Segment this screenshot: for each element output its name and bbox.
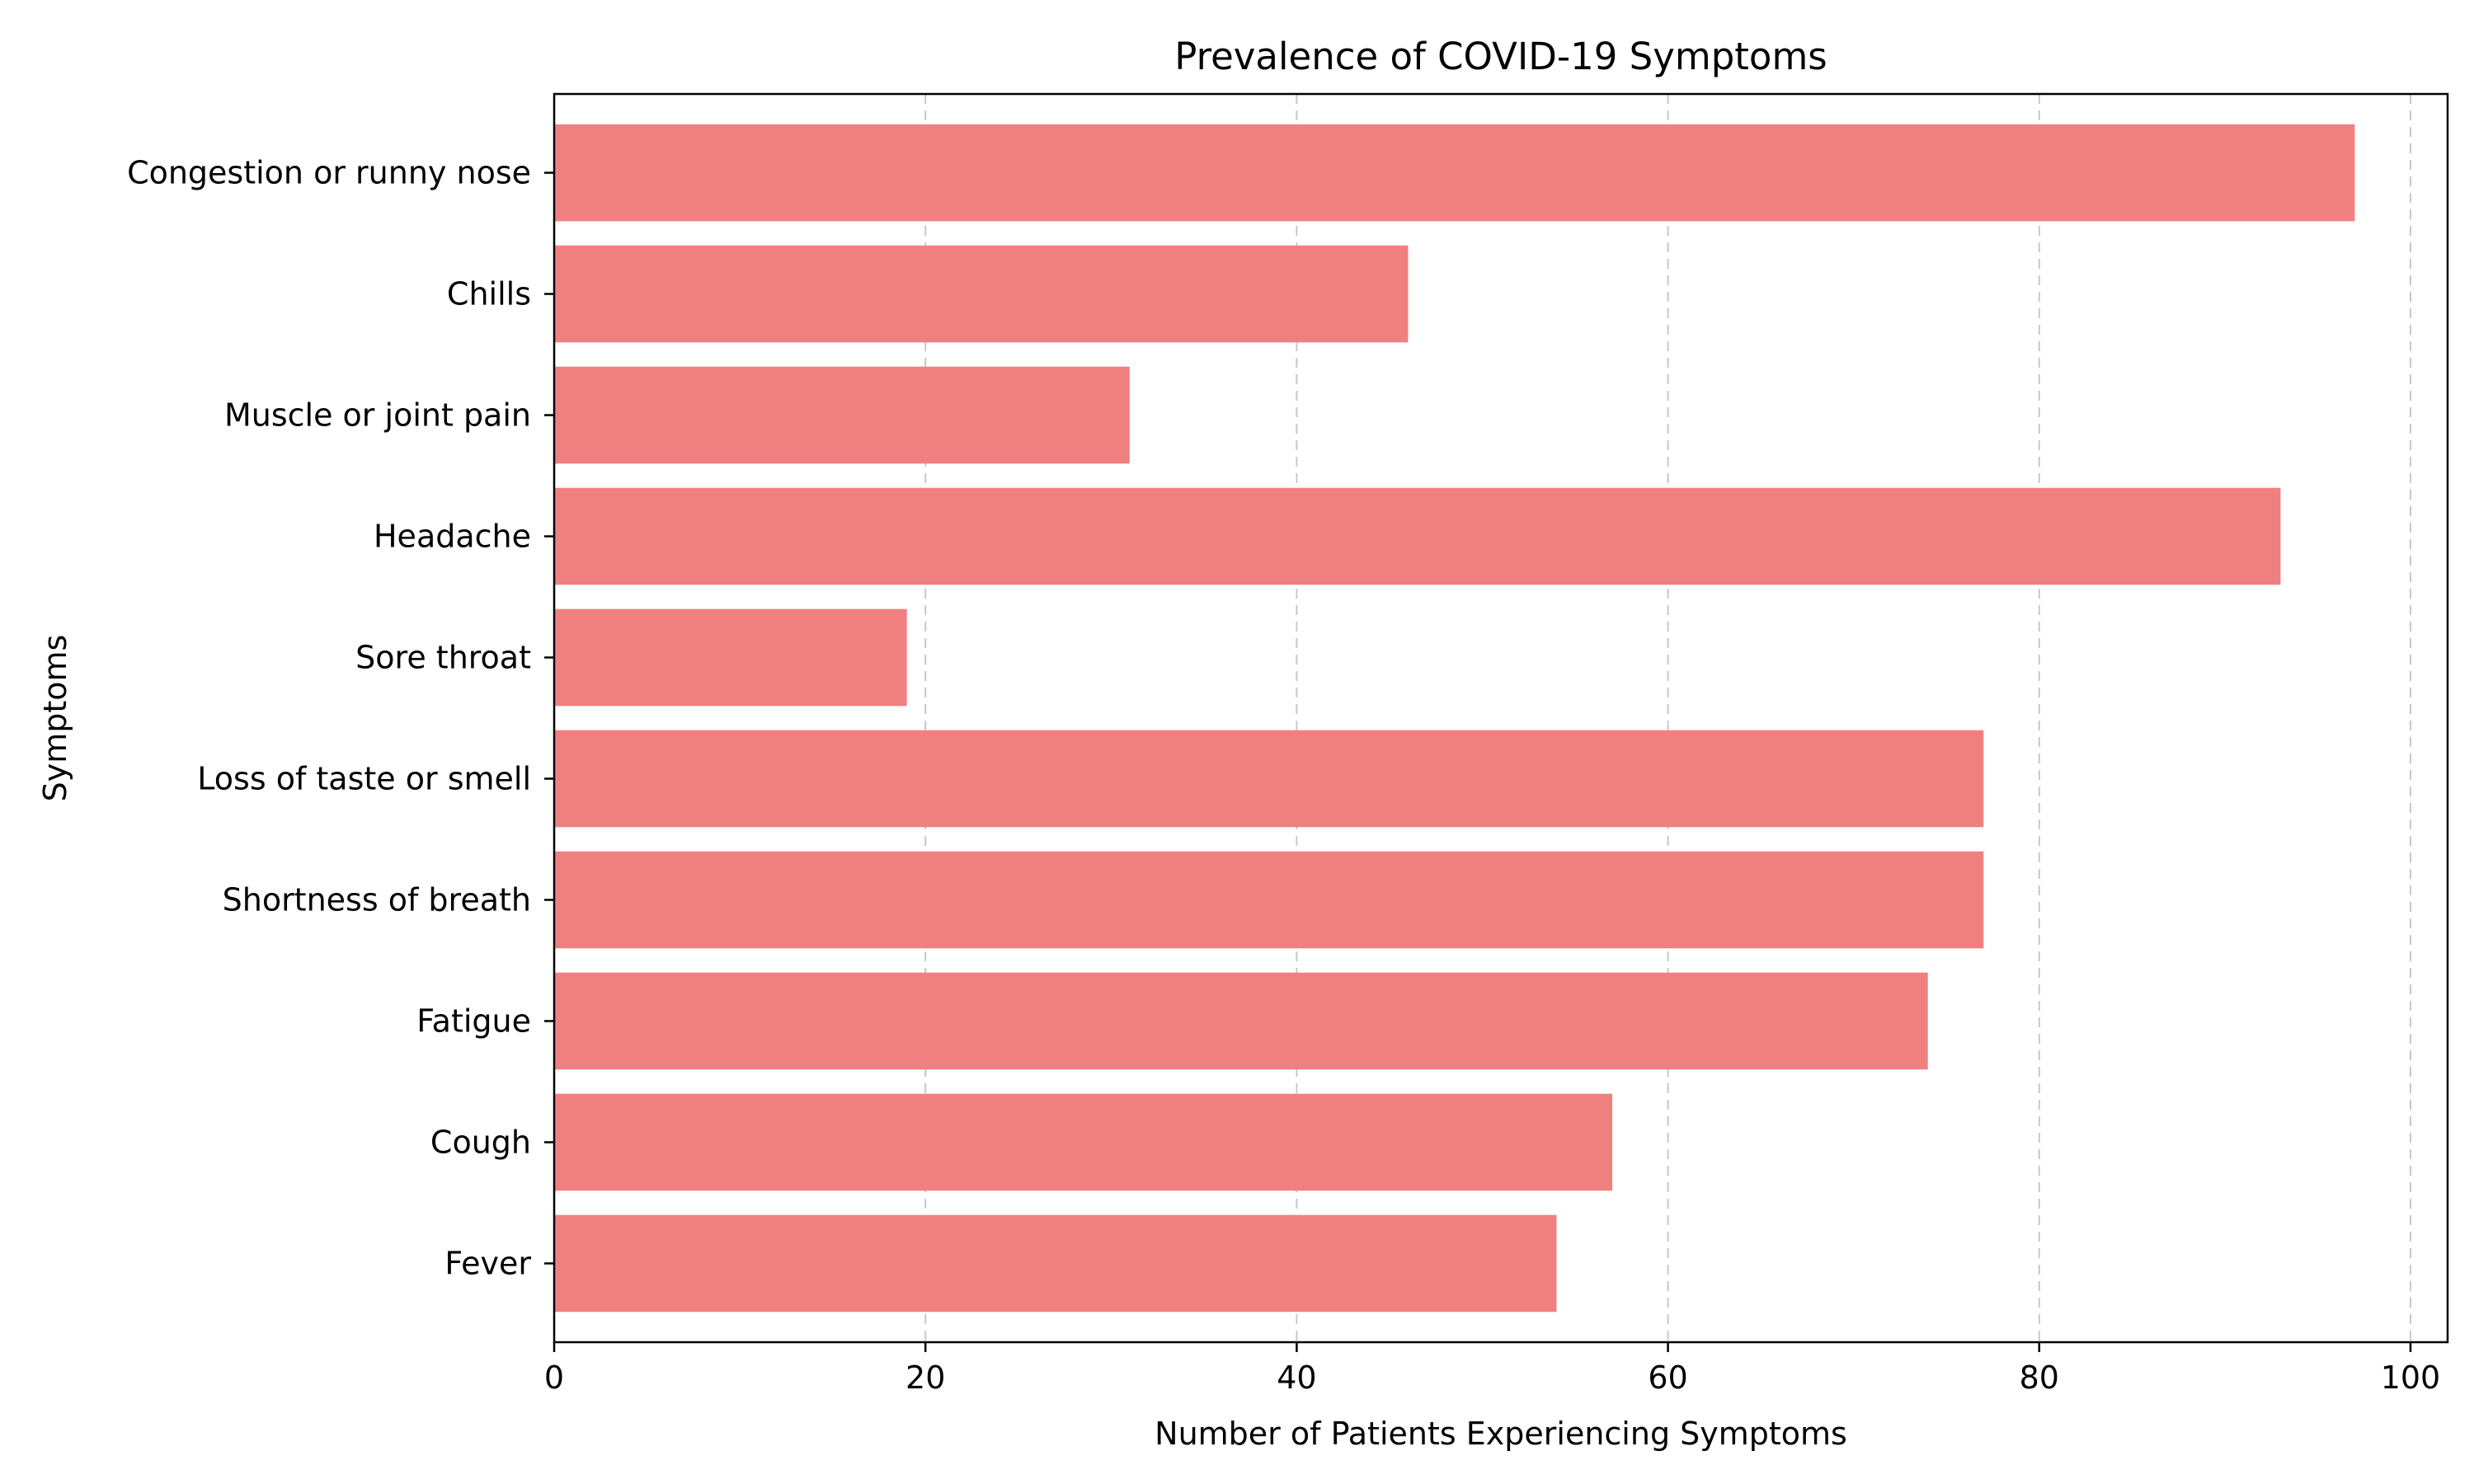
bar: [554, 366, 1130, 464]
bar: [554, 730, 1984, 828]
bar: [554, 851, 1984, 949]
x-tick-label: 40: [1277, 1360, 1316, 1396]
bar: [554, 608, 907, 707]
bar: [554, 972, 1928, 1070]
bar: [554, 1214, 1557, 1313]
x-tick-label: 0: [544, 1360, 564, 1396]
y-tick-label: Muscle or joint pain: [224, 397, 531, 434]
y-tick-label: Shortness of breath: [223, 881, 531, 918]
x-tick-label: 20: [905, 1360, 945, 1396]
y-tick-label: Loss of taste or smell: [197, 760, 531, 796]
bar: [554, 124, 2355, 222]
x-tick-label: 100: [2381, 1360, 2441, 1396]
plot-frame: [553, 92, 2449, 1344]
y-tick-label: Chills: [447, 276, 531, 312]
y-tick-label: Fever: [444, 1245, 531, 1281]
x-tick-label: 60: [1648, 1360, 1687, 1396]
y-tick-label: Fatigue: [416, 1003, 531, 1039]
y-axis-ticks: Fever Cough Fatigue Shortness of breath Loss…: [127, 155, 554, 1281]
bar: [554, 487, 2281, 585]
bars: [554, 124, 2355, 1313]
bar: [554, 1093, 1613, 1191]
axes: [553, 92, 2449, 1344]
y-axis-label: Symptoms: [37, 635, 73, 802]
y-tick-label: Sore throat: [355, 640, 531, 676]
y-tick-label: Congestion or runny nose: [127, 155, 531, 191]
x-axis-ticks: 0 20 40 60 80 100: [544, 1342, 2440, 1396]
bar: [554, 245, 1409, 343]
y-tick-label: Headache: [374, 519, 531, 555]
y-tick-label: Cough: [430, 1124, 531, 1160]
chart-title: Prevalence of COVID-19 Symptoms: [1174, 35, 1827, 78]
x-tick-label: 80: [2020, 1360, 2059, 1396]
x-axis-label: Number of Patients Experiencing Symptoms: [1155, 1416, 1847, 1452]
